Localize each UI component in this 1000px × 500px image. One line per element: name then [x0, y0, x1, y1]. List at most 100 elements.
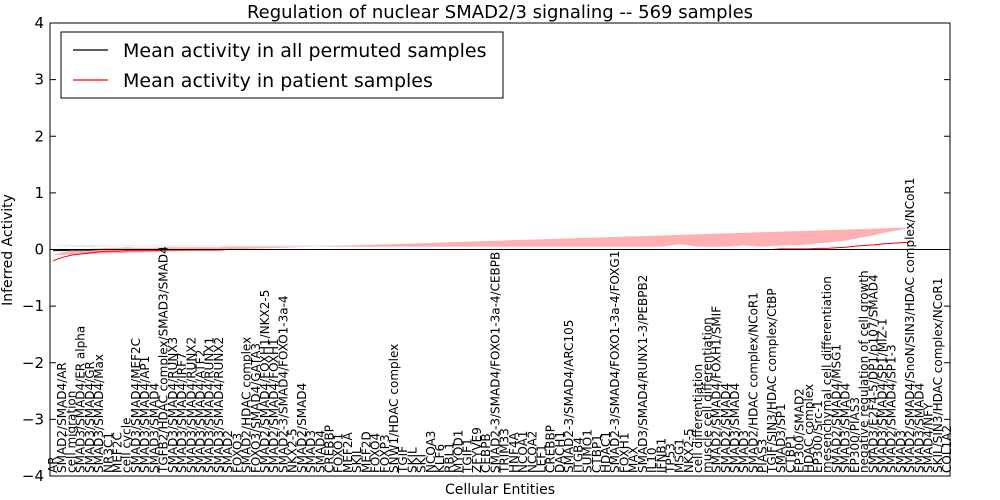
x-tick-label: ZFYVE9: [470, 427, 484, 473]
legend: Mean activity in all permuted samples Me…: [60, 31, 504, 99]
x-tick-label: NCOA2: [525, 431, 539, 473]
x-tick-label: TGFB2/HDAC complex/SMAD3/SMAD4: [157, 246, 171, 474]
y-tick-label: 3: [34, 71, 44, 89]
y-axis-ticks: −4 −3 −2 −1 0 1 2 3 4: [22, 14, 950, 485]
x-tick-label: muscle cell differentiation: [700, 317, 714, 473]
x-tick-label: HNF4A: [507, 431, 521, 473]
confidence-bands: [53, 227, 911, 256]
x-tick-label: FOXO4: [369, 433, 383, 473]
x-tick-label: EP300/SMAD2: [793, 388, 807, 473]
x-tick-label: FOXO3/SMAD4/GATA3: [249, 343, 263, 473]
x-tick-label: TGIF/SIN3/HDAC complex/CtBP: [765, 288, 779, 474]
x-tick-label: SMAD2/HDAC complex: [240, 337, 254, 473]
x-tick-label: cell differentiation: [691, 364, 705, 473]
x-tick-label: MEF2C: [111, 432, 125, 473]
x-tick-label: TP53: [664, 443, 678, 474]
y-tick-label: 0: [34, 241, 44, 259]
x-axis-label: Cellular Entities: [445, 482, 555, 498]
y-axis-label: Inferred Activity: [0, 194, 16, 306]
x-tick-label: SMAD4/NFY: [922, 402, 936, 473]
x-tick-label: FOXO3: [230, 433, 244, 473]
x-tick-label: cell cycle: [120, 418, 134, 473]
x-tick-label: SMAD2/SMAD4/MSG1: [829, 344, 843, 473]
chart-title: Regulation of nuclear SMAD2/3 signaling …: [247, 2, 753, 23]
x-tick-label: KLF6: [433, 444, 447, 473]
x-tick-label: CTBP1: [783, 434, 797, 473]
x-tick-label: COL1A2: [940, 425, 954, 473]
x-tick-label: IL10: [645, 448, 659, 474]
y-tick-label: 1: [34, 184, 44, 202]
x-tick-label: SMAD2/SMAD4: [295, 383, 309, 473]
x-tick-label: SMAD3/SMAD4/RUNX3: [166, 337, 180, 473]
x-tick-label: SMAD3/SMAD4/ATF2: [193, 350, 207, 473]
x-tick-label: NCOA1: [516, 431, 530, 473]
x-tick-label: SMAD3/SMAD4/RUNX1: [203, 337, 217, 473]
x-tick-label: SMAD2-3/SMAD4/FOXO1-3a-4: [276, 295, 290, 473]
x-tick-label: SMAD2/SMAD4/AR: [55, 362, 69, 473]
x-tick-label: MEF2D: [359, 431, 373, 473]
x-tick-label: EP300/PIAS3: [848, 397, 862, 473]
x-tick-label: FOXO1: [332, 433, 346, 473]
legend-label-patient: Mean activity in patient samples: [123, 70, 433, 92]
x-tick-label: NKX2-5: [682, 428, 696, 473]
x-tick-label: SMAD3/SMAD4/RUNX2: [212, 337, 226, 473]
x-tick-label: SMAD2-3/SMAD4/ARC105: [562, 320, 576, 473]
x-tick-label: CEBPB: [479, 433, 493, 473]
x-tick-label: NCOA3: [424, 431, 438, 473]
x-tick-label: SMAD3: [737, 430, 751, 473]
x-tick-label: AR: [46, 456, 60, 473]
x-tick-label: mesenchymal cell differentiation: [820, 276, 834, 473]
x-tick-label: SKIL/SIN3/HDAC complex/NCoR1: [931, 278, 945, 473]
x-tick-label: LEF1: [534, 444, 548, 473]
x-tick-label: HDAC1: [599, 431, 613, 473]
x-tick-label: TGIF: [396, 446, 410, 474]
x-tick-label: SKIL: [350, 447, 364, 473]
y-tick-label: 2: [34, 127, 44, 145]
x-tick-label: NR3C1: [101, 432, 115, 473]
x-tick-label: SUMO1: [581, 429, 595, 473]
legend-label-permuted: Mean activity in all permuted samples: [123, 40, 486, 62]
x-tick-label: SMAD3/SMAD4/AP1: [138, 356, 152, 473]
x-tick-label: SMAD4: [313, 430, 327, 473]
x-tick-label: MAX: [627, 446, 641, 473]
x-tick-label: CTBP1: [590, 434, 604, 473]
x-tick-label: FOXP3: [378, 434, 392, 473]
x-tick-label: SNW1/HDAC complex: [387, 344, 401, 473]
x-tick-label: SMAD2/HDAC complex/NCoR1: [746, 292, 760, 473]
y-tick-label: −3: [22, 410, 44, 428]
x-tick-label: SMAD3/SMAD4/SP1/MIZ-1: [875, 318, 889, 473]
x-tick-label: IFNB1: [654, 438, 668, 473]
x-tick-label: SMAD3/SMAD4/RUNX2: [184, 337, 198, 473]
x-tick-label: SMAD3/SMAD4: [912, 383, 926, 473]
x-tick-label: TRIM33: [498, 428, 512, 474]
x-tick-label: SMAD3/SMAD4: [147, 383, 161, 473]
x-tick-label: SMAD3/E2F4-5/DP1/p107/SMAD4: [866, 274, 880, 473]
x-tick-label: RBL1: [442, 442, 456, 473]
x-tick-label: SMAD3/SMAD4/IRF7: [175, 352, 189, 473]
x-tick-label: SMAD3/SMAD4/MEF2C: [129, 338, 143, 473]
x-tick-label: SMAD3/SMAD4: [728, 383, 742, 473]
x-tick-label: SMAD2-3/SMAD4/FOXO1-3a-4/FOXG1: [608, 251, 622, 473]
x-tick-label: SMAD3: [894, 430, 908, 473]
x-tick-label: SMAD2/SMAD4/SP1-3: [885, 344, 899, 473]
x-tick-label: SMAD3/SMAD4: [839, 383, 853, 473]
x-tick-label: ITGB4: [571, 437, 585, 473]
band-permuted: [53, 245, 911, 247]
x-tick-label: SMAD3/SMAD4/GR: [83, 361, 97, 473]
x-tick-label: SMAD3/SMAD4/RUNX1-3/PEBPB2: [636, 275, 650, 473]
x-tick-label: SMAD3/SP1: [774, 403, 788, 473]
x-tick-label: TGIF1: [461, 438, 475, 474]
x-tick-label: SMAD3: [304, 430, 318, 473]
x-tick-label: MSG1: [673, 438, 687, 473]
x-tick-label: EP300/Src-1: [811, 400, 825, 473]
y-tick-label: −1: [22, 297, 44, 315]
x-tick-label: NKX2-5: [286, 428, 300, 473]
x-tick-label: CREBBP: [544, 425, 558, 473]
x-tick-label: SMAD3/SMAD4/ER alpha: [74, 326, 88, 473]
x-tick-label: SMAD2/SMAD4/FOXH1/SMIF: [710, 306, 724, 473]
x-tick-label: SKI: [415, 454, 429, 473]
x-tick-label: CREBBP: [322, 425, 336, 473]
x-tick-label: FOXH1: [617, 433, 631, 473]
